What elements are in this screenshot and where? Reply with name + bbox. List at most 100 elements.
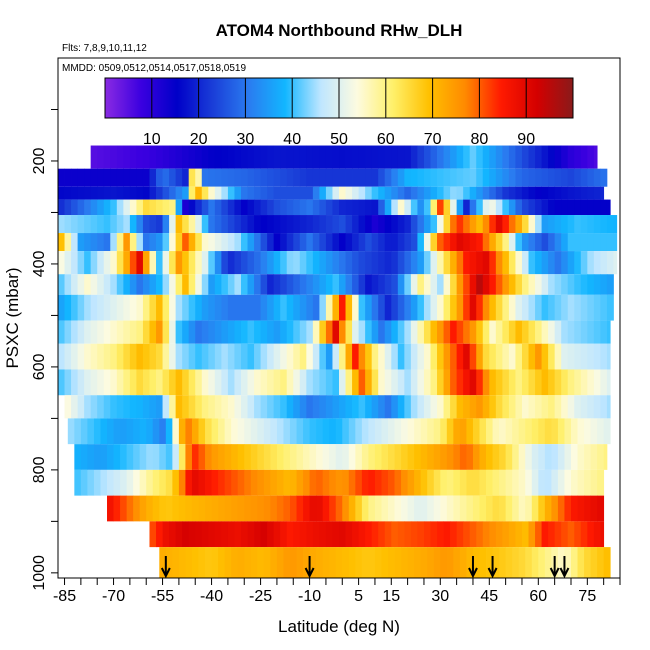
heatmap-cell	[319, 320, 327, 344]
heatmap-cell	[495, 168, 503, 187]
heatmap-cell	[388, 495, 395, 522]
heatmap-cell	[453, 444, 461, 470]
heatmap-cell	[254, 521, 261, 548]
heatmap-cell	[103, 168, 111, 187]
heatmap-cell	[97, 168, 105, 187]
heatmap-cell	[613, 233, 618, 252]
heatmap-cell	[254, 294, 261, 321]
heatmap-cell	[208, 199, 216, 216]
heatmap-cell	[280, 320, 288, 344]
heatmap-cell	[570, 495, 578, 522]
heatmap-cell	[365, 274, 373, 295]
heatmap-cell	[410, 320, 418, 344]
heatmap-cell	[224, 469, 232, 496]
heatmap-cell	[227, 233, 235, 252]
heatmap-cell	[600, 186, 605, 200]
heatmap-cell	[528, 274, 536, 295]
heatmap-cell	[149, 168, 157, 187]
heatmap-cell	[195, 168, 203, 187]
heatmap-cell	[401, 444, 409, 470]
latitude-arrow	[487, 556, 498, 579]
heatmap-cell	[603, 418, 611, 445]
heatmap-cell	[391, 294, 399, 321]
heatmap-cell	[352, 369, 360, 396]
heatmap-cell	[521, 274, 529, 295]
heatmap-cell	[410, 168, 418, 187]
heatmap-cell	[378, 320, 386, 344]
heatmap-cell	[502, 294, 510, 321]
heatmap-cell	[149, 320, 157, 344]
heatmap-cell	[97, 145, 105, 169]
heatmap-cell	[120, 418, 128, 445]
heatmap-cell	[80, 444, 88, 470]
heatmap-cell	[159, 418, 167, 445]
heatmap-cell	[332, 186, 340, 200]
heatmap-cell	[427, 418, 435, 445]
heatmap-cell	[587, 186, 595, 200]
heatmap-cell	[345, 395, 353, 419]
heatmap-cell	[237, 469, 245, 496]
heatmap-cell	[342, 444, 350, 470]
heatmap-cell	[548, 395, 556, 419]
heatmap-cell	[162, 274, 170, 295]
heatmap-cell	[541, 343, 549, 370]
heatmap-cell	[299, 168, 307, 187]
heatmap-cell	[443, 294, 451, 321]
heatmap-cell	[384, 343, 392, 370]
heatmap-cell	[227, 251, 235, 275]
heatmap-cell	[378, 168, 386, 187]
heatmap-cell	[201, 369, 209, 396]
heatmap-cell	[528, 395, 536, 419]
heatmap-cell	[90, 199, 98, 216]
heatmap-cell	[417, 215, 425, 234]
heatmap-cell	[97, 274, 105, 295]
heatmap-cell	[286, 274, 294, 295]
heatmap-cell	[178, 547, 186, 578]
heatmap-cell	[64, 215, 72, 234]
heatmap-cell	[123, 186, 131, 200]
heatmap-cell	[97, 395, 105, 419]
heatmap-cell	[384, 215, 392, 234]
heatmap-cell	[554, 168, 562, 187]
heatmap-cell	[561, 215, 569, 234]
heatmap-cell	[577, 495, 585, 522]
heatmap-cell	[169, 145, 177, 169]
heatmap-cell	[201, 199, 209, 216]
heatmap-cell	[162, 343, 170, 370]
heatmap-cell	[260, 233, 268, 252]
heatmap-cell	[378, 199, 386, 216]
heatmap-cell	[554, 215, 562, 234]
heatmap-cell	[293, 145, 301, 169]
heatmap-cell	[417, 186, 425, 200]
heatmap-cell	[325, 145, 333, 169]
heatmap-cell	[459, 444, 467, 470]
heatmap-cell	[97, 215, 105, 234]
heatmap-cell	[182, 395, 190, 419]
heatmap-cell	[254, 145, 261, 169]
heatmap-cell	[77, 395, 85, 419]
heatmap-cell	[325, 199, 333, 216]
heatmap-cell	[306, 274, 314, 295]
heatmap-cell	[309, 444, 317, 470]
heatmap-cell	[423, 145, 431, 169]
heatmap-cell	[97, 369, 105, 396]
heatmap-cell	[561, 320, 569, 344]
heatmap-cell	[590, 495, 598, 522]
heatmap-cell	[247, 251, 255, 275]
heatmap-cell	[430, 395, 438, 419]
heatmap-cell	[254, 395, 261, 419]
heatmap-cell	[345, 343, 353, 370]
heatmap-cell	[348, 547, 356, 578]
heatmap-cell	[90, 233, 98, 252]
heatmap-cell	[260, 251, 268, 275]
heatmap-cell	[280, 343, 288, 370]
heatmap-cell	[535, 320, 542, 344]
heatmap-cell	[113, 418, 121, 445]
heatmap-cell	[548, 199, 556, 216]
heatmap-cell	[459, 547, 467, 578]
heatmap-cell	[401, 418, 409, 445]
heatmap-cell	[201, 521, 209, 548]
heatmap-cell	[218, 418, 226, 445]
heatmap-cell	[361, 444, 369, 470]
heatmap-cell	[450, 233, 458, 252]
